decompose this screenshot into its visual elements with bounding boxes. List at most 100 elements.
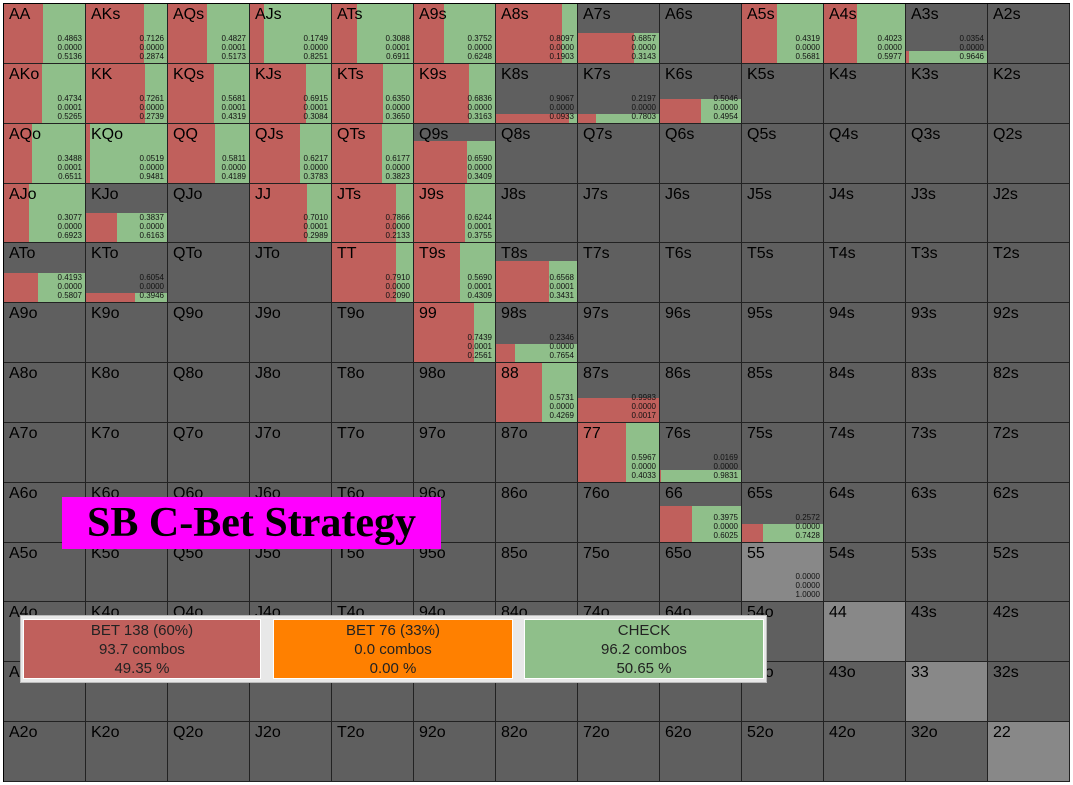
hand-cell-KQo[interactable]: 0.0519 0.0000 0.9481 KQo <box>86 123 168 184</box>
hand-cell-88[interactable]: 0.5731 0.0000 0.4269 88 <box>496 363 578 423</box>
hand-cell-A9s[interactable]: 0.3752 0.0000 0.6248 A9s <box>414 4 496 64</box>
hand-cell-K7o[interactable]: K7o <box>86 422 168 483</box>
hand-cell-T2o[interactable]: T2o <box>332 722 414 782</box>
hand-cell-J6s[interactable]: J6s <box>660 183 742 244</box>
hand-cell-32o[interactable]: 32o <box>906 722 988 782</box>
hand-cell-87o[interactable]: 87o <box>496 422 578 483</box>
hand-cell-73s[interactable]: 73s <box>906 422 988 483</box>
hand-cell-J7s[interactable]: J7s <box>578 183 660 244</box>
hand-cell-T5o[interactable]: T5o <box>332 542 414 603</box>
hand-cell-Q5o[interactable]: Q5o <box>168 542 250 603</box>
hand-cell-93s[interactable]: 93s <box>906 303 988 364</box>
hand-cell-T7s[interactable]: T7s <box>578 243 660 304</box>
hand-cell-A7o[interactable]: A7o <box>4 422 86 483</box>
hand-cell-98o[interactable]: 98o <box>414 363 496 423</box>
hand-cell-K9s[interactable]: 0.6836 0.0000 0.3163 K9s <box>414 63 496 124</box>
hand-cell-T3s[interactable]: T3s <box>906 243 988 304</box>
hand-cell-AKs[interactable]: 0.7126 0.0000 0.2874 AKs <box>86 4 168 64</box>
hand-cell-TT[interactable]: 0.7910 0.0000 0.2090 TT <box>332 243 414 304</box>
hand-cell-85s[interactable]: 85s <box>742 363 824 423</box>
hand-cell-K5o[interactable]: K5o <box>86 542 168 603</box>
hand-cell-QTs[interactable]: 0.6177 0.0000 0.3823 QTs <box>332 123 414 184</box>
hand-cell-85o[interactable]: 85o <box>496 542 578 603</box>
hand-cell-ATs[interactable]: 0.3088 0.0001 0.6911 ATs <box>332 4 414 64</box>
hand-cell-97s[interactable]: 97s <box>578 303 660 364</box>
hand-cell-A2s[interactable]: A2s <box>988 4 1070 64</box>
hand-cell-A7s[interactable]: 0.6857 0.0000 0.3143 A7s <box>578 4 660 64</box>
hand-cell-JTs[interactable]: 0.7866 0.0000 0.2133 JTs <box>332 183 414 244</box>
hand-cell-T4s[interactable]: T4s <box>824 243 906 304</box>
hand-cell-QQ[interactable]: 0.5811 0.0000 0.4189 QQ <box>168 123 250 184</box>
hand-cell-Q7o[interactable]: Q7o <box>168 422 250 483</box>
hand-cell-94s[interactable]: 94s <box>824 303 906 364</box>
hand-cell-A8o[interactable]: A8o <box>4 363 86 423</box>
hand-cell-T6s[interactable]: T6s <box>660 243 742 304</box>
hand-cell-65s[interactable]: 0.2572 0.0000 0.7428 65s <box>742 482 824 543</box>
hand-cell-T2s[interactable]: T2s <box>988 243 1070 304</box>
hand-cell-54s[interactable]: 54s <box>824 542 906 603</box>
hand-cell-Q2s[interactable]: Q2s <box>988 123 1070 184</box>
hand-cell-63s[interactable]: 63s <box>906 482 988 543</box>
hand-cell-KQs[interactable]: 0.5681 0.0001 0.4319 KQs <box>168 63 250 124</box>
hand-cell-AQo[interactable]: 0.3488 0.0001 0.6511 AQo <box>4 123 86 184</box>
hand-cell-22[interactable]: 22 <box>988 722 1070 782</box>
hand-cell-65o[interactable]: 65o <box>660 542 742 603</box>
hand-cell-AQs[interactable]: 0.4827 0.0001 0.5173 AQs <box>168 4 250 64</box>
hand-cell-A8s[interactable]: 0.8097 0.0000 0.1903 A8s <box>496 4 578 64</box>
hand-cell-AJs[interactable]: 0.1749 0.0000 0.8251 AJs <box>250 4 332 64</box>
hand-cell-K5s[interactable]: K5s <box>742 63 824 124</box>
hand-cell-96s[interactable]: 96s <box>660 303 742 364</box>
hand-cell-43o[interactable]: 43o <box>824 662 906 723</box>
hand-cell-92s[interactable]: 92s <box>988 303 1070 364</box>
hand-cell-92o[interactable]: 92o <box>414 722 496 782</box>
hand-cell-A4s[interactable]: 0.4023 0.0000 0.5977 A4s <box>824 4 906 64</box>
hand-cell-K2s[interactable]: K2s <box>988 63 1070 124</box>
hand-cell-Q6s[interactable]: Q6s <box>660 123 742 184</box>
hand-cell-82s[interactable]: 82s <box>988 363 1070 423</box>
hand-cell-J4s[interactable]: J4s <box>824 183 906 244</box>
hand-cell-75s[interactable]: 75s <box>742 422 824 483</box>
hand-cell-K4s[interactable]: K4s <box>824 63 906 124</box>
hand-cell-74s[interactable]: 74s <box>824 422 906 483</box>
hand-cell-A5s[interactable]: 0.4319 0.0000 0.5681 A5s <box>742 4 824 64</box>
hand-cell-KTs[interactable]: 0.6350 0.0000 0.3650 KTs <box>332 63 414 124</box>
hand-cell-J9s[interactable]: 0.6244 0.0001 0.3755 J9s <box>414 183 496 244</box>
hand-cell-JTo[interactable]: JTo <box>250 243 332 304</box>
hand-cell-T8o[interactable]: T8o <box>332 363 414 423</box>
hand-cell-T9s[interactable]: 0.5690 0.0001 0.4309 T9s <box>414 243 496 304</box>
hand-cell-J5s[interactable]: J5s <box>742 183 824 244</box>
hand-cell-K3s[interactable]: K3s <box>906 63 988 124</box>
hand-cell-A6s[interactable]: A6s <box>660 4 742 64</box>
hand-cell-32s[interactable]: 32s <box>988 662 1070 723</box>
hand-cell-53s[interactable]: 53s <box>906 542 988 603</box>
hand-cell-52s[interactable]: 52s <box>988 542 1070 603</box>
hand-cell-97o[interactable]: 97o <box>414 422 496 483</box>
hand-cell-33[interactable]: 33 <box>906 662 988 723</box>
hand-cell-76s[interactable]: 0.0169 0.0000 0.9831 76s <box>660 422 742 483</box>
hand-cell-72o[interactable]: 72o <box>578 722 660 782</box>
hand-cell-J8o[interactable]: J8o <box>250 363 332 423</box>
hand-cell-72s[interactable]: 72s <box>988 422 1070 483</box>
hand-cell-QJs[interactable]: 0.6217 0.0000 0.3783 QJs <box>250 123 332 184</box>
hand-cell-52o[interactable]: 52o <box>742 722 824 782</box>
hand-cell-A2o[interactable]: A2o <box>4 722 86 782</box>
hand-cell-55[interactable]: 0.0000 0.0000 1.0000 55 <box>742 542 824 603</box>
hand-cell-62s[interactable]: 62s <box>988 482 1070 543</box>
hand-cell-98s[interactable]: 0.2346 0.0000 0.7654 98s <box>496 303 578 364</box>
hand-cell-J7o[interactable]: J7o <box>250 422 332 483</box>
hand-cell-86s[interactable]: 86s <box>660 363 742 423</box>
hand-cell-K2o[interactable]: K2o <box>86 722 168 782</box>
hand-cell-T7o[interactable]: T7o <box>332 422 414 483</box>
hand-cell-66[interactable]: 0.3975 0.0000 0.6025 66 <box>660 482 742 543</box>
hand-cell-77[interactable]: 0.5967 0.0000 0.4033 77 <box>578 422 660 483</box>
hand-cell-A3s[interactable]: 0.0354 0.0000 0.9646 A3s <box>906 4 988 64</box>
hand-cell-K7s[interactable]: 0.2197 0.0000 0.7803 K7s <box>578 63 660 124</box>
hand-cell-J2s[interactable]: J2s <box>988 183 1070 244</box>
hand-cell-J3s[interactable]: J3s <box>906 183 988 244</box>
hand-cell-A5o[interactable]: A5o <box>4 542 86 603</box>
hand-cell-AKo[interactable]: 0.4734 0.0001 0.5265 AKo <box>4 63 86 124</box>
hand-cell-J5o[interactable]: J5o <box>250 542 332 603</box>
hand-cell-QTo[interactable]: QTo <box>168 243 250 304</box>
hand-cell-K6s[interactable]: 0.5046 0.0000 0.4954 K6s <box>660 63 742 124</box>
hand-cell-95s[interactable]: 95s <box>742 303 824 364</box>
